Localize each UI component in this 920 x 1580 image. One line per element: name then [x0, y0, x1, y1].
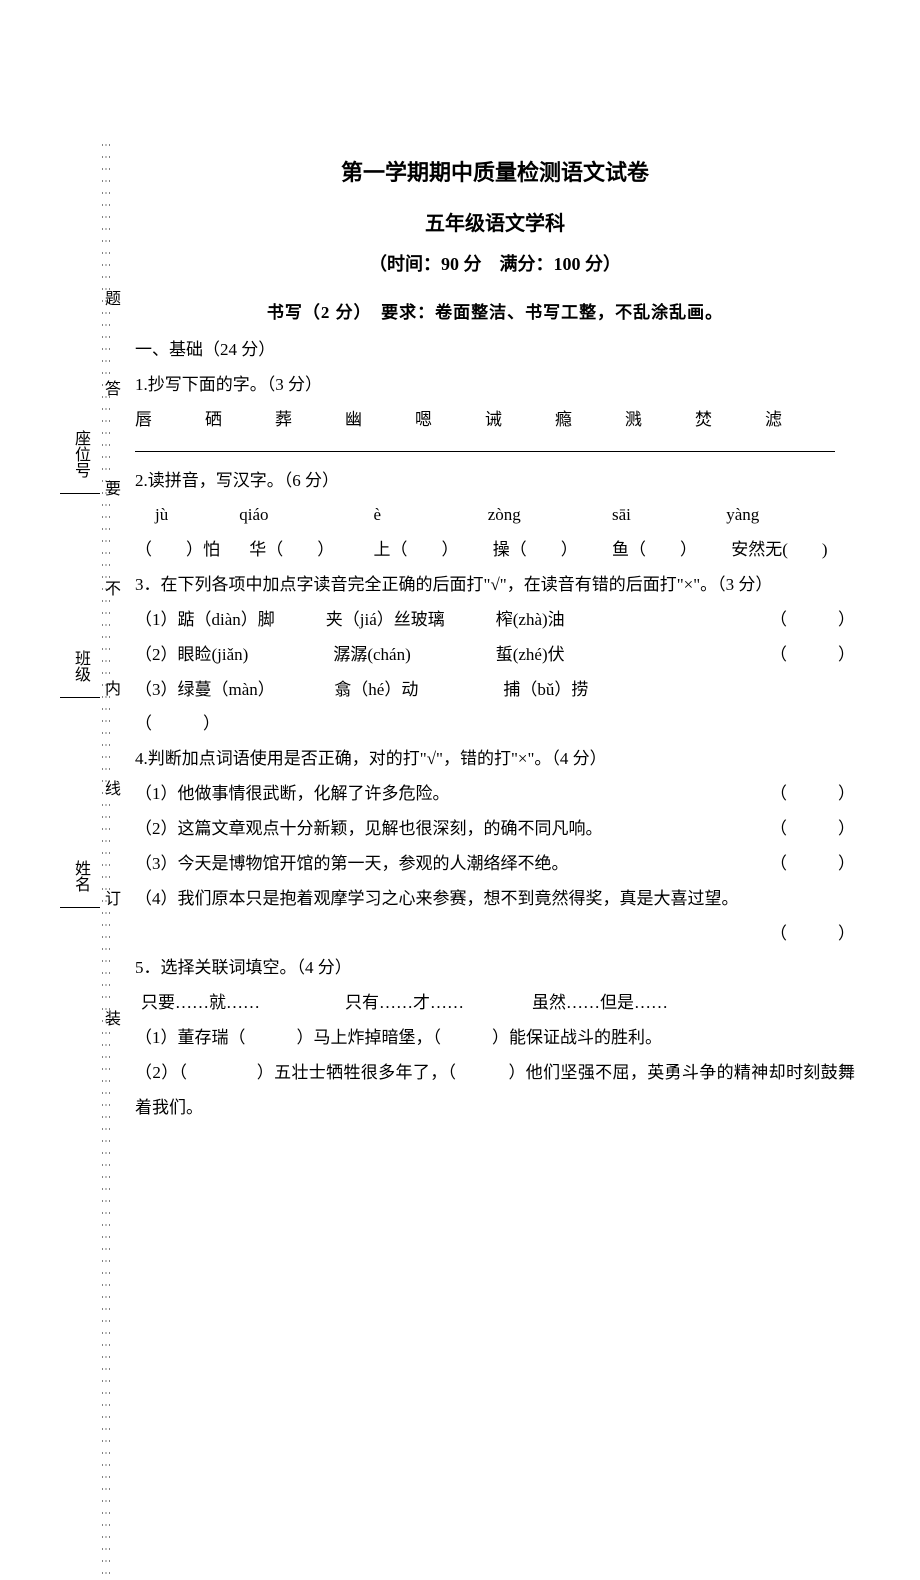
q4-item-3-text: （3）今天是博物馆开馆的第一天，参观的人潮络绎不绝。 [135, 854, 569, 873]
binding-char-0: 装 [98, 1010, 122, 1026]
q2-blanks-row: （ ）怕 华（ ） 上（ ） 操（ ） 鱼（ ） 安然无( ) [135, 533, 855, 568]
q3-item-2: （2）眼睑(jiǎn) 潺潺(chán) 蜇(zhé)伏 （ ） [135, 638, 855, 673]
q2-pinyin-5: yàng [726, 498, 826, 533]
binding-label-class: 班级 [60, 650, 100, 698]
binding-char-2: 线 [98, 780, 122, 796]
binding-char-1: 订 [98, 890, 122, 906]
q4-paren-4: （ ） [770, 924, 855, 943]
q1-write-line [135, 450, 835, 452]
q5-prompt: 5．选择关联词填空。（4 分） [135, 951, 855, 986]
q2-pinyin-row: jù qiáo è zòng sāi yàng [135, 498, 855, 533]
q2-prompt: 2.读拼音，写汉字。（6 分） [135, 464, 855, 499]
exam-title: 第一学期期中质量检测语文试卷 [135, 155, 855, 187]
q3-item-3-text: （3）绿蔓（màn） 翕（hé）动 捕（bǔ）捞 [135, 680, 588, 699]
q2-pinyin-0: jù [135, 498, 235, 533]
q3-item-3: （3）绿蔓（màn） 翕（hé）动 捕（bǔ）捞 （ ） [135, 673, 855, 743]
q3-item-2-text: （2）眼睑(jiǎn) 潺潺(chán) 蜇(zhé)伏 [135, 645, 565, 664]
q2-blank-2: 上（ ） [374, 533, 489, 568]
q2-blank-1: 华（ ） [249, 533, 369, 568]
exam-meta: （时间：90 分 满分：100 分） [135, 250, 855, 276]
q2-blank-5: 安然无( ) [731, 533, 827, 568]
q2-pinyin-3: zòng [488, 498, 608, 533]
binding-char-6: 答 [98, 380, 122, 396]
q4-paren-3: （ ） [770, 847, 855, 882]
q1-chars: 唇 硒 葬 幽 嗯 诫 瘾 溅 焚 滤 [135, 403, 855, 438]
q4-paren-2: （ ） [770, 812, 855, 847]
q4-paren-4-row: （ ） [135, 917, 855, 952]
label-name-text: 姓名 [72, 860, 89, 892]
q5-options: 只要……就…… 只有……才…… 虽然……但是…… [135, 986, 855, 1021]
q2-pinyin-4: sāi [612, 498, 722, 533]
exam-subtitle: 五年级语文学科 [135, 207, 855, 236]
q4-item-4-text: （4）我们原本只是抱着观摩学习之心来参赛，想不到竟然得奖，真是大喜过望。 [135, 889, 739, 908]
q4-item-2: （2）这篇文章观点十分新颖，见解也很深刻，的确不同凡响。 （ ） [135, 812, 855, 847]
q2-pinyin-2: è [374, 498, 484, 533]
section1-heading: 一、基础（24 分） [135, 333, 855, 368]
q4-item-2-text: （2）这篇文章观点十分新颖，见解也很深刻，的确不同凡响。 [135, 819, 603, 838]
binding-label-seat: 座位号 [60, 430, 100, 494]
binding-label-name: 姓名 [60, 860, 100, 908]
q3-item-1: （1）踮（diàn）脚 夹（jiá）丝玻璃 榨(zhà)油 （ ） [135, 603, 855, 638]
q2-pinyin-1: qiáo [239, 498, 369, 533]
binding-strip: ⋮⋮⋮⋮⋮⋮⋮⋮⋮⋮⋮⋮⋮⋮⋮⋮⋮⋮⋮⋮⋮⋮⋮⋮⋮⋮⋮⋮⋮⋮⋮⋮⋮⋮⋮⋮⋮⋮⋮⋮… [60, 140, 120, 1140]
q2-blank-4: 鱼（ ） [612, 533, 727, 568]
label-seat-text: 座位号 [72, 430, 89, 478]
writing-requirement: 书写（2 分） 要求：卷面整洁、书写工整，不乱涂乱画。 [135, 298, 855, 323]
q2-blank-0: （ ）怕 [135, 533, 245, 568]
q3-prompt: 3．在下列各项中加点字读音完全正确的后面打"√"，在读音有错的后面打"×"。（3… [135, 568, 855, 603]
binding-char-4: 不 [98, 580, 122, 596]
q3-item-1-text: （1）踮（diàn）脚 夹（jiá）丝玻璃 榨(zhà)油 [135, 610, 565, 629]
q4-item-4: （4）我们原本只是抱着观摩学习之心来参赛，想不到竟然得奖，真是大喜过望。 [135, 882, 855, 917]
binding-char-5: 要 [98, 480, 122, 496]
q3-paren-3: （ ） [135, 714, 220, 733]
binding-char-7: 题 [98, 290, 122, 306]
q4-item-1-text: （1）他做事情很武断，化解了许多危险。 [135, 784, 450, 803]
q2-blank-3: 操（ ） [493, 533, 608, 568]
q4-paren-1: （ ） [770, 777, 855, 812]
q4-prompt: 4.判断加点词语使用是否正确，对的打"√"，错的打"×"。（4 分） [135, 742, 855, 777]
q3-paren-1: （ ） [770, 603, 855, 638]
q4-item-3: （3）今天是博物馆开馆的第一天，参观的人潮络绎不绝。 （ ） [135, 847, 855, 882]
q5-item-2: （2）（ ）五壮士牺牲很多年了，（ ）他们坚强不屈，英勇斗争的精神却时刻鼓舞着我… [135, 1056, 855, 1126]
page-content: 第一学期期中质量检测语文试卷 五年级语文学科 （时间：90 分 满分：100 分… [135, 155, 855, 1126]
q4-item-1: （1）他做事情很武断，化解了许多危险。 （ ） [135, 777, 855, 812]
binding-char-3: 内 [98, 680, 122, 696]
q5-item-1: （1）董存瑞（ ）马上炸掉暗堡，（ ）能保证战斗的胜利。 [135, 1021, 855, 1056]
label-class-text: 班级 [72, 650, 89, 682]
q3-paren-2: （ ） [770, 638, 855, 673]
q1-prompt: 1.抄写下面的字。（3 分） [135, 368, 855, 403]
